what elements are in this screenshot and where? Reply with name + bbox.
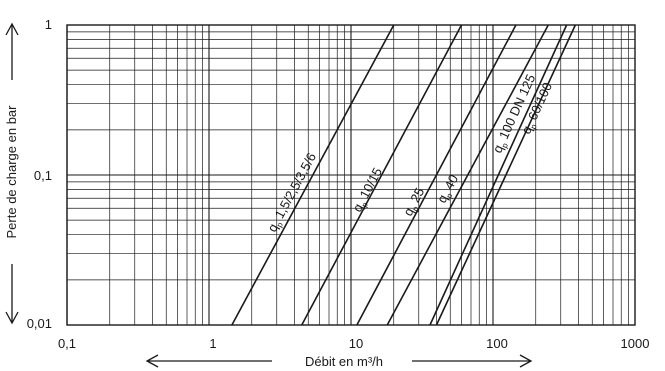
series-lines bbox=[231, 24, 577, 326]
series-line bbox=[435, 24, 577, 326]
y-tick-label: 1 bbox=[45, 17, 52, 32]
series-line bbox=[231, 24, 395, 326]
arrow-down-icon bbox=[5, 264, 19, 325]
arrow-left-icon bbox=[145, 354, 272, 368]
series-line bbox=[356, 24, 517, 326]
series-label: qp 25 bbox=[400, 185, 429, 219]
series-line bbox=[301, 24, 463, 326]
series-line bbox=[386, 24, 549, 326]
x-axis-label: Débit en m³/h bbox=[305, 354, 383, 369]
x-tick-label: 1000 bbox=[621, 336, 650, 351]
x-tick-label: 10 bbox=[349, 336, 363, 351]
y-tick-label: 0,01 bbox=[27, 316, 52, 331]
plot-frame bbox=[66, 24, 636, 326]
arrow-right-icon bbox=[412, 354, 533, 368]
arrow-up-icon bbox=[5, 22, 19, 80]
x-tick-label: 1 bbox=[209, 336, 216, 351]
y-axis-label: Perte de charge en bar bbox=[4, 105, 19, 239]
y-tick-label: 0,1 bbox=[34, 168, 52, 183]
series-line bbox=[429, 24, 568, 326]
x-tick-label: 0,1 bbox=[58, 336, 76, 351]
x-tick-label: 100 bbox=[486, 336, 508, 351]
grid bbox=[66, 25, 635, 326]
series-label: qp 1,5/2,5/3,5/6 bbox=[264, 150, 320, 235]
series-label: qp 10/15 bbox=[349, 165, 386, 215]
